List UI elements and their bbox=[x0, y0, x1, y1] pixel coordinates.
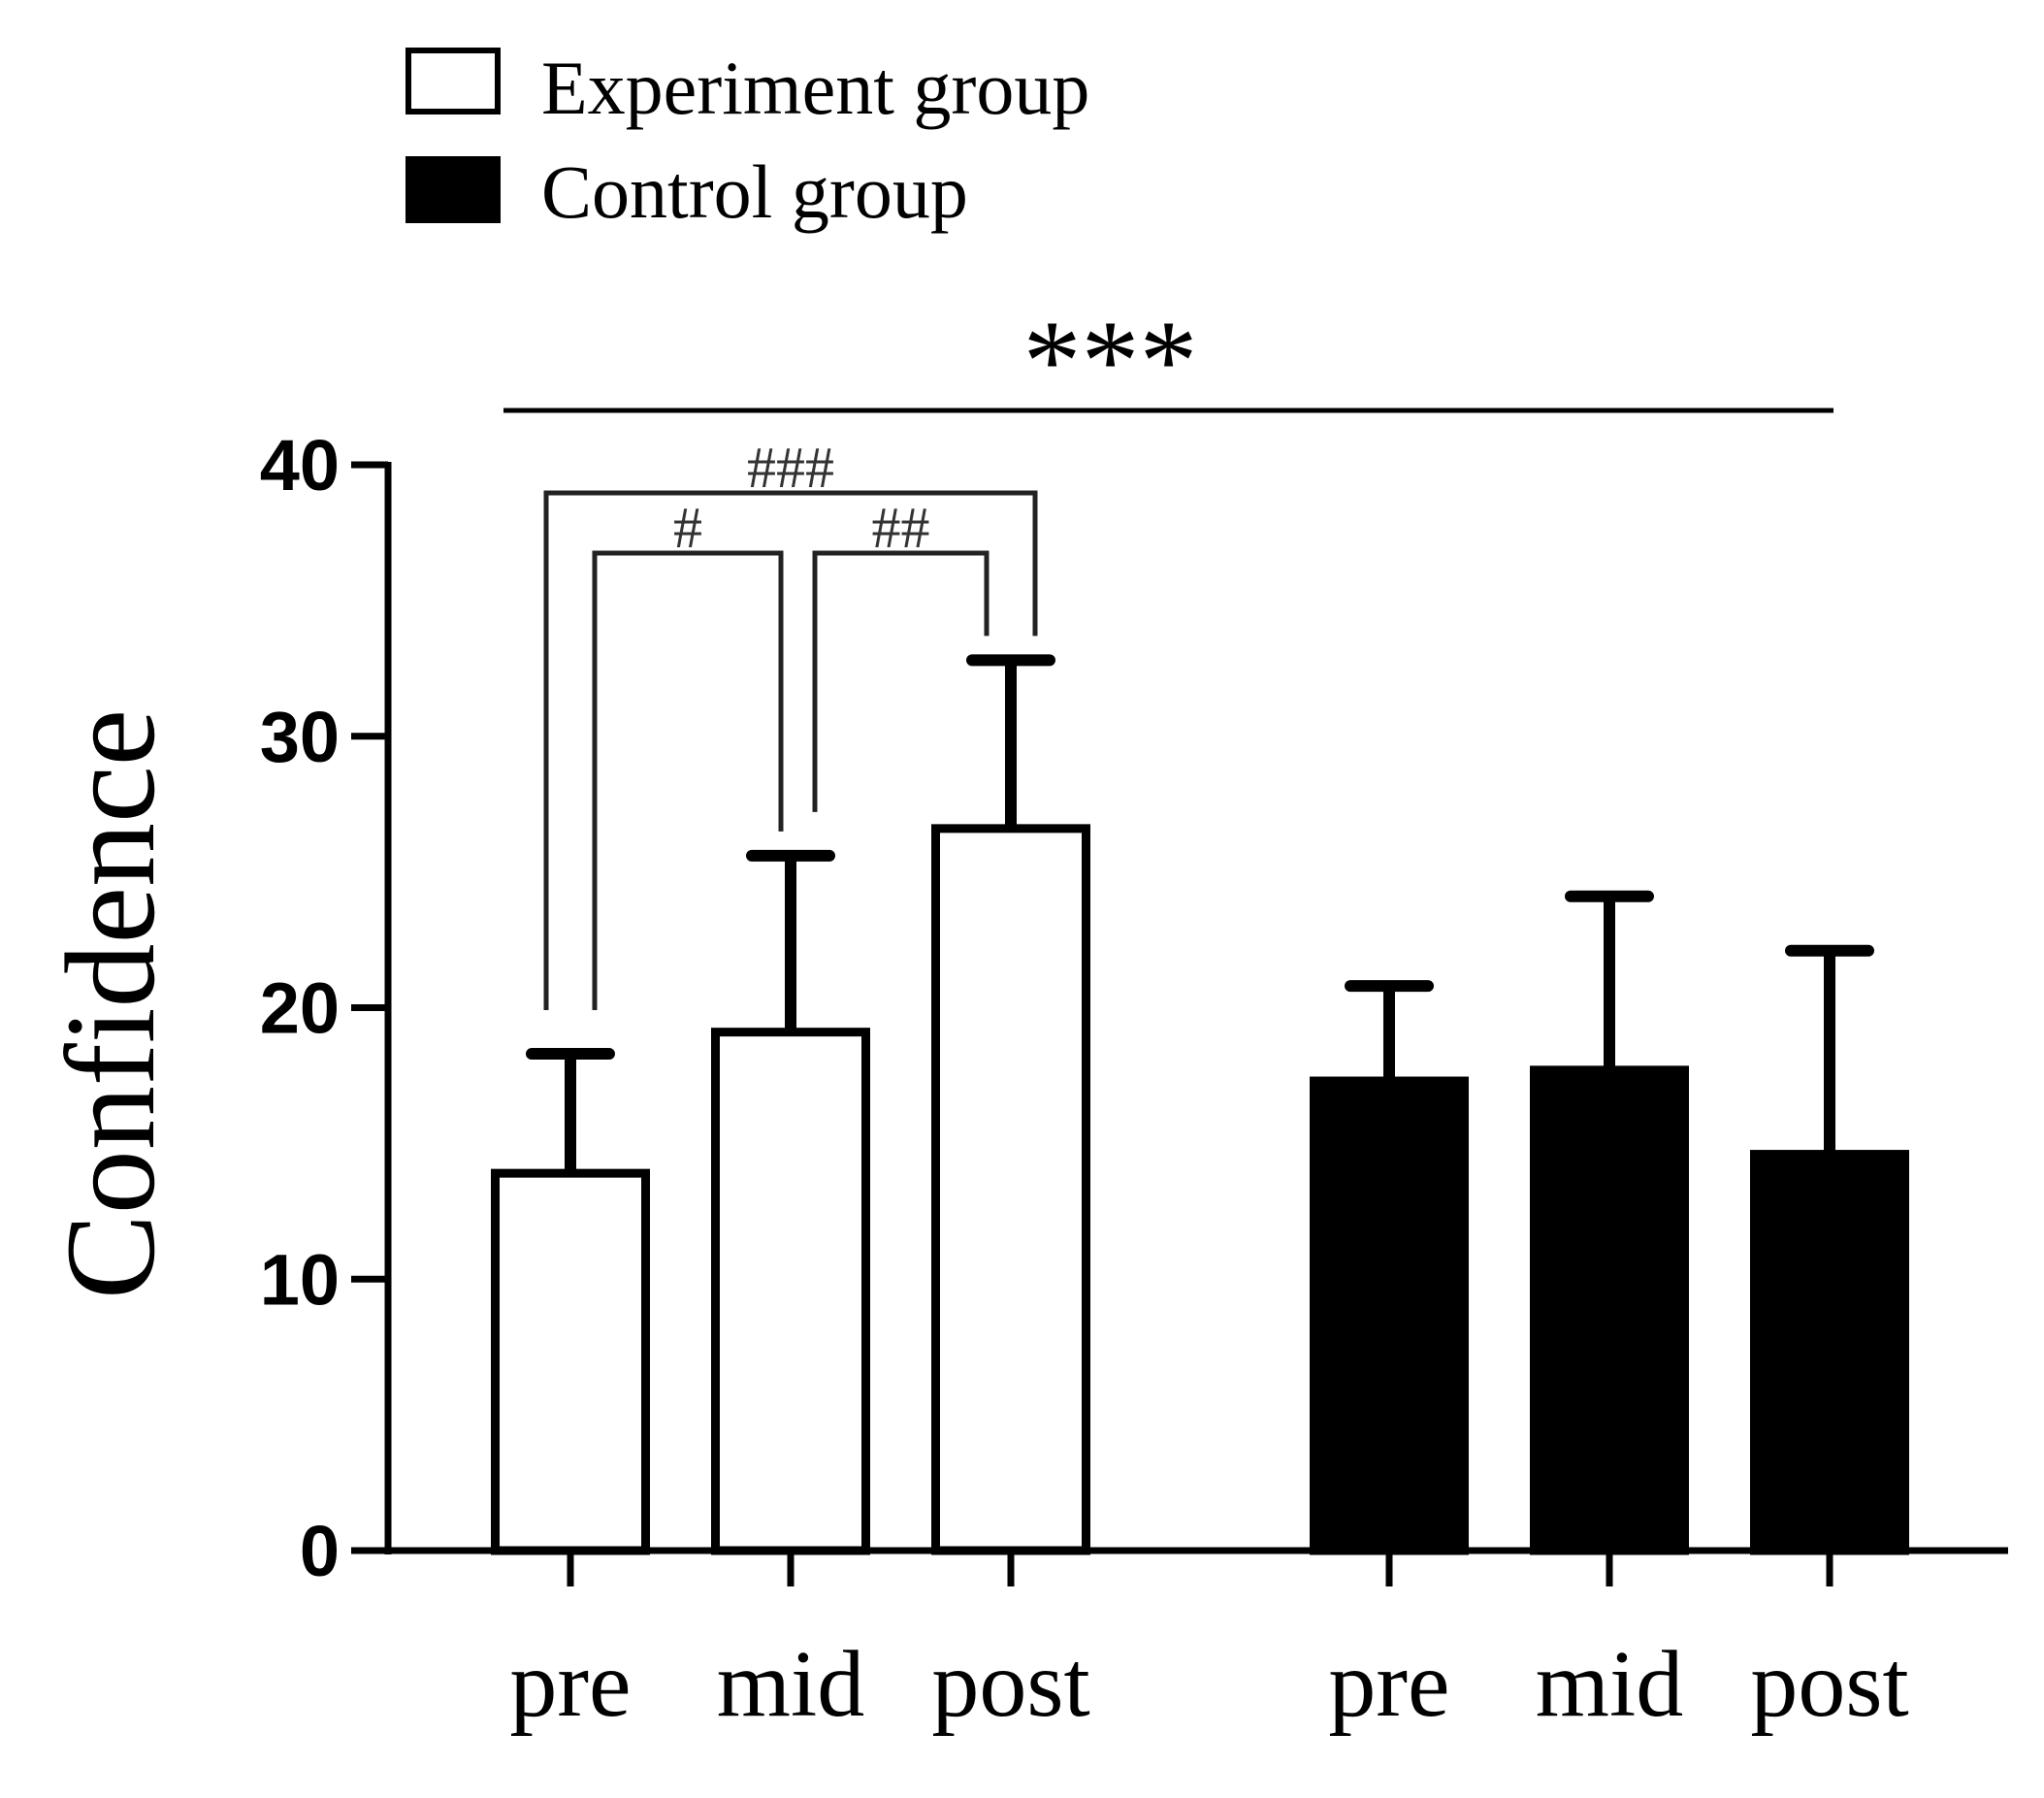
bar-control-mid bbox=[1530, 1065, 1689, 1555]
y-tick-label: 30 bbox=[260, 697, 340, 777]
y-ticks: 0 10 20 30 40 bbox=[260, 425, 388, 1591]
y-tick-label: 20 bbox=[260, 968, 340, 1049]
comparison-bracket bbox=[812, 550, 990, 812]
significance-label: *** bbox=[1023, 296, 1198, 425]
legend-label-experiment: Experiment group bbox=[541, 46, 1089, 130]
comparison-bracket bbox=[592, 550, 784, 1011]
x-tick-label: post bbox=[931, 1632, 1089, 1737]
comparison-label: ## bbox=[872, 496, 930, 560]
bar-control-post bbox=[1750, 1150, 1909, 1555]
x-ticks: pre mid post pre mid post bbox=[509, 1551, 1909, 1737]
annotations: ***#### ## bbox=[503, 296, 1833, 1011]
x-tick-label: mid bbox=[717, 1632, 864, 1737]
y-axis-label: Confidence bbox=[39, 709, 181, 1299]
bar-experiment-post bbox=[931, 824, 1090, 1555]
legend-swatch-experiment bbox=[406, 48, 501, 114]
x-tick-label: pre bbox=[509, 1632, 631, 1737]
y-tick-label: 40 bbox=[260, 425, 340, 506]
bar-control-pre bbox=[1310, 1076, 1469, 1555]
x-tick-label: post bbox=[1750, 1632, 1908, 1737]
y-tick-label: 0 bbox=[300, 1511, 340, 1591]
bar-experiment-pre bbox=[491, 1168, 650, 1555]
legend-swatch-control bbox=[406, 156, 501, 223]
comparison-label: # bbox=[673, 496, 702, 560]
bars bbox=[491, 654, 1909, 1555]
y-tick-label: 10 bbox=[260, 1239, 340, 1320]
bar-experiment-mid bbox=[711, 1028, 870, 1555]
comparison-bracket bbox=[543, 490, 1038, 1011]
x-tick-label: pre bbox=[1328, 1632, 1449, 1737]
comparison-label: ### bbox=[747, 436, 834, 500]
legend-label-control: Control group bbox=[541, 149, 968, 234]
legend: Experiment group Control group bbox=[406, 46, 1089, 234]
x-tick-label: mid bbox=[1536, 1632, 1683, 1737]
